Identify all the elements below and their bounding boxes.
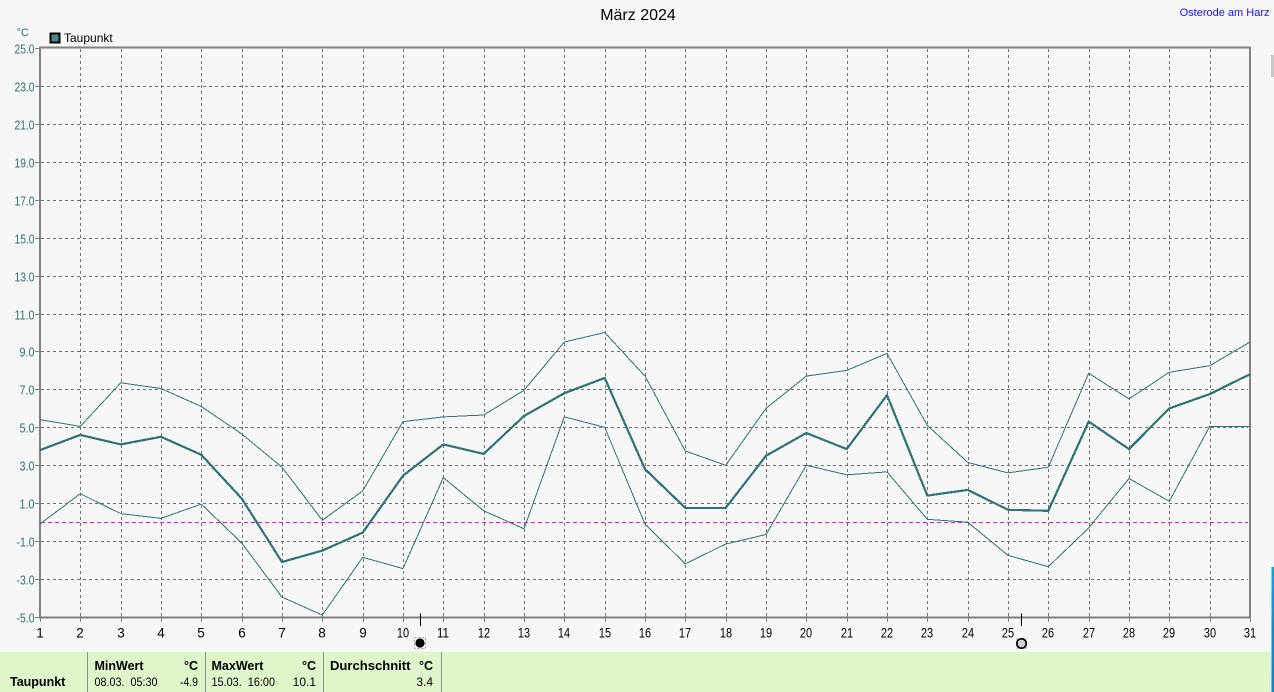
svg-text:15.03. 16:00: 15.03. 16:00 [212,675,276,689]
svg-text:17.0: 17.0 [15,193,35,208]
svg-text:29: 29 [1163,625,1175,640]
svg-text:°C: °C [17,27,29,39]
svg-text:10.1: 10.1 [293,675,317,689]
svg-text:Osterode am Harz: Osterode am Harz [1180,7,1270,19]
svg-text:15.0: 15.0 [15,231,35,246]
svg-text:°C: °C [419,659,433,673]
svg-text:12: 12 [478,625,490,640]
svg-text:08.03. 05:30: 08.03. 05:30 [95,675,158,689]
svg-text:4: 4 [157,625,165,640]
svg-text:MaxWert: MaxWert [212,659,265,673]
svg-text:25: 25 [1002,625,1014,640]
svg-text:3: 3 [117,625,125,640]
svg-text:11: 11 [437,625,449,640]
svg-text:21.0: 21.0 [15,117,35,132]
svg-text:März 2024: März 2024 [600,7,676,24]
svg-text:19: 19 [760,625,772,640]
svg-text:14: 14 [558,625,571,640]
svg-text:7: 7 [278,625,286,640]
svg-text:25.0: 25.0 [15,41,35,56]
svg-text:3.4: 3.4 [416,675,433,689]
svg-text:Taupunkt: Taupunkt [10,675,66,689]
svg-text:-4.9: -4.9 [180,675,198,689]
svg-text:6: 6 [238,625,246,640]
svg-text:°C: °C [184,659,198,673]
svg-text:-1.0: -1.0 [17,534,35,549]
svg-text:1.0: 1.0 [20,496,35,511]
svg-text:23.0: 23.0 [15,79,35,94]
svg-text:22: 22 [881,625,893,640]
svg-text:10: 10 [397,625,409,640]
svg-text:17: 17 [679,625,691,640]
svg-text:1: 1 [36,625,44,640]
svg-text:Taupunkt: Taupunkt [64,31,113,45]
svg-text:5: 5 [197,625,205,640]
svg-text:30: 30 [1204,625,1216,640]
svg-text:23: 23 [921,625,933,640]
svg-text:2: 2 [76,625,84,640]
svg-text:26: 26 [1042,625,1054,640]
svg-text:5.0: 5.0 [20,420,35,435]
svg-text:16: 16 [639,625,651,640]
svg-text:28: 28 [1123,625,1135,640]
svg-text:7.0: 7.0 [20,382,35,397]
svg-text:-5.0: -5.0 [17,610,35,625]
svg-text:13: 13 [518,625,530,640]
svg-text:24: 24 [962,625,975,640]
svg-text:3.0: 3.0 [20,458,35,473]
svg-text:20: 20 [800,625,812,640]
svg-text:18: 18 [720,625,732,640]
svg-text:15: 15 [599,625,611,640]
svg-text:9: 9 [359,625,367,640]
svg-text:Durchschnitt: Durchschnitt [330,659,411,673]
svg-text:27: 27 [1083,625,1095,640]
svg-text:9.0: 9.0 [20,344,35,359]
svg-text:-3.0: -3.0 [17,572,35,587]
svg-text:11.0: 11.0 [15,307,35,322]
svg-text:8: 8 [318,625,326,640]
svg-text:31: 31 [1244,625,1256,640]
svg-text:19.0: 19.0 [15,155,35,170]
svg-text:13.0: 13.0 [15,269,35,284]
svg-text:21: 21 [841,625,853,640]
svg-text:°C: °C [302,659,316,673]
svg-text:MinWert: MinWert [95,659,145,673]
